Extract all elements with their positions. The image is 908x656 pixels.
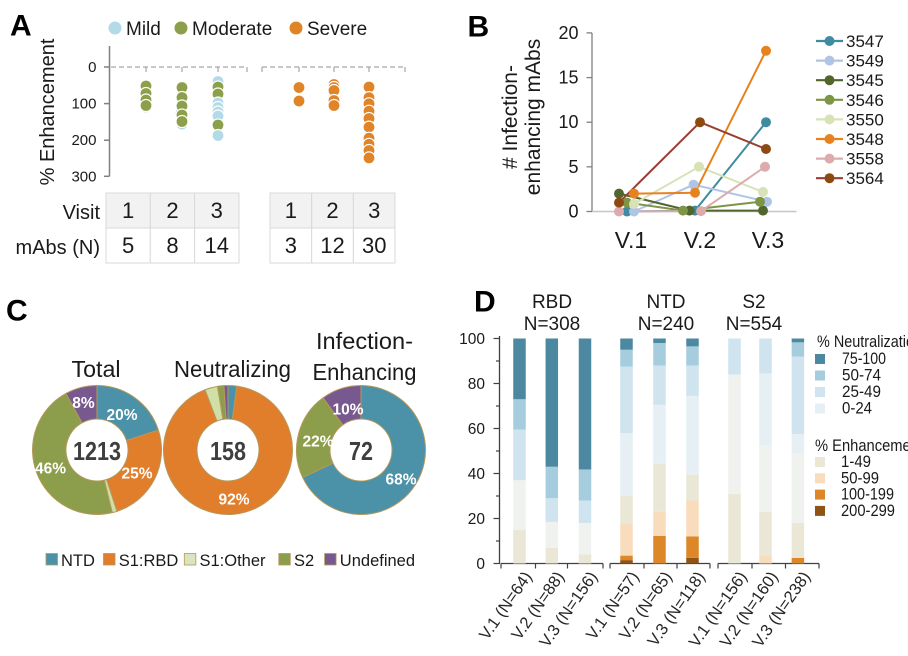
svg-text:1: 1 xyxy=(285,198,297,223)
svg-text:10%: 10% xyxy=(332,402,363,419)
svg-text:V.2: V.2 xyxy=(684,227,716,253)
svg-text:50-74: 50-74 xyxy=(842,367,881,385)
svg-text:25-49: 25-49 xyxy=(842,383,881,401)
svg-text:20: 20 xyxy=(468,511,486,528)
svg-text:# Infection-: # Infection- xyxy=(499,65,522,169)
svg-text:3564: 3564 xyxy=(846,169,884,188)
svg-text:20: 20 xyxy=(558,23,578,43)
svg-text:1213: 1213 xyxy=(73,436,121,466)
svg-text:2: 2 xyxy=(166,198,178,223)
svg-text:100: 100 xyxy=(459,331,485,348)
svg-text:92%: 92% xyxy=(218,492,249,509)
svg-text:200-299: 200-299 xyxy=(841,502,895,520)
svg-text:8: 8 xyxy=(166,233,178,258)
svg-text:25%: 25% xyxy=(121,466,152,483)
svg-text:15: 15 xyxy=(558,68,578,88)
svg-text:50-99: 50-99 xyxy=(841,469,879,487)
svg-text:5: 5 xyxy=(568,157,578,177)
svg-text:40: 40 xyxy=(468,466,486,483)
svg-text:N=554: N=554 xyxy=(726,314,783,335)
svg-text:0: 0 xyxy=(88,59,96,76)
svg-text:Visit: Visit xyxy=(63,202,101,224)
svg-text:Mild: Mild xyxy=(126,19,161,40)
svg-text:RBD: RBD xyxy=(532,292,572,313)
svg-text:68%: 68% xyxy=(385,472,416,489)
svg-text:enhancing mAbs: enhancing mAbs xyxy=(522,39,545,195)
svg-text:8%: 8% xyxy=(72,395,95,412)
svg-text:30: 30 xyxy=(362,233,386,258)
svg-text:3546: 3546 xyxy=(846,91,884,110)
svg-text:Enhancing: Enhancing xyxy=(313,359,417,385)
svg-text:% Neutralization: % Neutralization xyxy=(817,332,908,351)
svg-text:0: 0 xyxy=(476,556,485,573)
svg-text:S1:Other: S1:Other xyxy=(200,552,267,570)
svg-text:Moderate: Moderate xyxy=(192,19,272,40)
svg-text:3548: 3548 xyxy=(846,130,884,149)
svg-text:2: 2 xyxy=(326,198,338,223)
svg-text:22%: 22% xyxy=(302,434,333,451)
svg-text:S2: S2 xyxy=(294,552,314,570)
svg-text:C: C xyxy=(6,295,28,328)
svg-text:3: 3 xyxy=(368,198,380,223)
svg-text:3558: 3558 xyxy=(846,150,884,169)
svg-text:mAbs (N): mAbs (N) xyxy=(16,237,100,259)
svg-text:200: 200 xyxy=(71,132,96,149)
svg-text:3: 3 xyxy=(211,198,223,223)
svg-text:100: 100 xyxy=(71,96,96,113)
svg-text:10: 10 xyxy=(558,112,578,132)
svg-text:S2: S2 xyxy=(742,292,765,313)
svg-text:20%: 20% xyxy=(106,407,137,424)
svg-text:3549: 3549 xyxy=(846,52,884,71)
svg-text:12: 12 xyxy=(320,233,344,258)
svg-text:% Enhancement: % Enhancement xyxy=(37,38,59,185)
svg-text:A: A xyxy=(10,10,32,43)
svg-text:14: 14 xyxy=(205,233,229,258)
svg-text:3550: 3550 xyxy=(846,110,884,129)
svg-text:1-49: 1-49 xyxy=(841,453,871,471)
svg-text:60: 60 xyxy=(468,421,486,438)
svg-text:3: 3 xyxy=(285,233,297,258)
svg-text:D: D xyxy=(474,286,496,319)
svg-text:100-199: 100-199 xyxy=(841,486,894,504)
svg-text:5: 5 xyxy=(122,233,134,258)
svg-text:% Enhancement: % Enhancement xyxy=(815,436,908,455)
svg-text:V.1: V.1 xyxy=(615,227,647,253)
svg-text:158: 158 xyxy=(210,436,246,466)
svg-text:Undefined: Undefined xyxy=(340,552,415,570)
svg-text:Total: Total xyxy=(72,356,121,382)
svg-text:46%: 46% xyxy=(35,461,66,478)
svg-text:0-24: 0-24 xyxy=(842,400,872,418)
svg-text:0: 0 xyxy=(568,202,578,222)
svg-text:3545: 3545 xyxy=(846,71,884,90)
svg-text:N=308: N=308 xyxy=(524,314,581,335)
svg-text:80: 80 xyxy=(468,376,486,393)
svg-text:NTD: NTD xyxy=(61,552,95,570)
svg-text:72: 72 xyxy=(349,436,373,466)
svg-text:Severe: Severe xyxy=(307,19,367,40)
svg-text:B: B xyxy=(468,11,490,44)
svg-text:Infection-: Infection- xyxy=(316,328,413,354)
svg-text:3547: 3547 xyxy=(846,32,884,51)
svg-text:N=240: N=240 xyxy=(638,314,695,335)
svg-text:NTD: NTD xyxy=(646,292,685,313)
svg-text:300: 300 xyxy=(71,168,96,185)
svg-text:S1:RBD: S1:RBD xyxy=(119,552,179,570)
svg-text:75-100: 75-100 xyxy=(842,350,886,368)
svg-text:1: 1 xyxy=(122,198,134,223)
svg-text:V.3: V.3 xyxy=(752,227,784,253)
svg-text:Neutralizing: Neutralizing xyxy=(174,356,291,382)
